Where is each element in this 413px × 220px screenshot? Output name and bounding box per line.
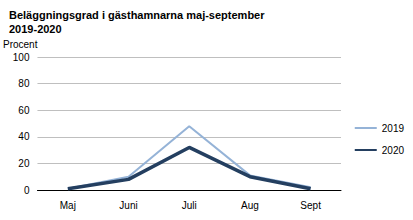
svg-text:Juni: Juni [119,200,137,211]
svg-text:Sept: Sept [300,200,321,211]
svg-text:Juli: Juli [182,200,197,211]
svg-text:2019: 2019 [382,123,405,134]
svg-text:Beläggningsgrad i gästhamnarna: Beläggningsgrad i gästhamnarna maj-septe… [9,9,268,21]
svg-text:Aug: Aug [241,200,259,211]
svg-text:2019-2020: 2019-2020 [9,23,62,35]
svg-text:60: 60 [18,105,30,116]
svg-text:80: 80 [18,78,30,89]
svg-text:2020: 2020 [382,145,405,156]
svg-text:100: 100 [13,52,30,63]
svg-text:40: 40 [18,131,30,142]
svg-text:Procent: Procent [3,39,38,50]
svg-text:Maj: Maj [60,200,76,211]
svg-text:20: 20 [18,158,30,169]
svg-text:0: 0 [24,185,30,196]
